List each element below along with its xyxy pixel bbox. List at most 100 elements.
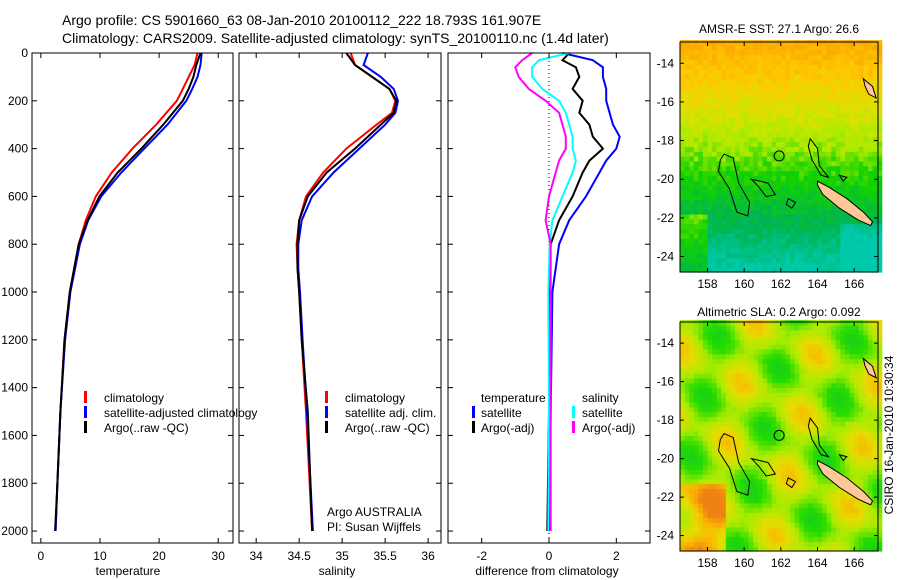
heatmap-cell (794, 421, 800, 427)
heatmap-cell (767, 430, 773, 437)
heatmap-cell (757, 252, 764, 259)
heatmap-cell (826, 40, 832, 46)
heatmap-cell (684, 262, 690, 268)
heatmap-cell (780, 262, 786, 268)
heatmap-cell (803, 339, 809, 345)
heatmap-cell (739, 180, 745, 186)
heatmap-cell (762, 209, 768, 215)
heatmap-cell (872, 78, 878, 85)
heatmap-cell (877, 252, 883, 259)
heatmap-cell (771, 199, 777, 205)
heatmap-cell (730, 146, 736, 152)
heatmap-cell (831, 522, 837, 528)
heatmap-cell (684, 180, 690, 186)
heatmap-cell (757, 141, 764, 147)
heatmap-cell (762, 223, 768, 230)
heatmap-cell (858, 536, 864, 542)
heatmap-cell (790, 411, 796, 417)
heatmap-cell (762, 339, 768, 345)
heatmap-cell (716, 40, 722, 46)
heatmap-cell (803, 469, 809, 475)
heatmap-cell (817, 199, 823, 205)
heatmap-cell (716, 151, 722, 157)
heatmap-cell (753, 238, 759, 244)
heatmap-cell (762, 373, 768, 379)
heatmap-cell (725, 546, 731, 552)
heatmap-cell (748, 243, 754, 249)
heatmap-cell (680, 165, 686, 172)
heatmap-cell (849, 368, 855, 374)
heatmap-cell (817, 194, 823, 201)
heatmap-cell (826, 401, 832, 408)
heatmap-cell (872, 185, 878, 191)
heatmap-cell (872, 387, 878, 393)
heatmap-cell (794, 175, 800, 181)
heatmap-cell (799, 474, 805, 480)
heatmap-cell (739, 522, 745, 528)
heatmap-cell (822, 209, 828, 215)
heatmap-cell (730, 78, 736, 85)
heatmap-cell (716, 107, 722, 114)
heatmap-cell (680, 502, 686, 509)
heatmap-cell (835, 257, 841, 263)
heatmap-cell (716, 238, 722, 244)
heatmap-cell (757, 348, 764, 355)
heatmap-cell (790, 541, 796, 547)
heatmap-cell (785, 209, 791, 215)
heatmap-cell (725, 170, 731, 176)
legend-swatch-temp-satellite (472, 406, 475, 418)
heatmap-cell (872, 73, 878, 80)
heatmap-cell (794, 450, 800, 456)
heatmap-cell (767, 88, 773, 94)
heatmap-cell (840, 40, 846, 46)
heatmap-cell (867, 102, 874, 109)
heatmap-cell (826, 445, 832, 451)
heatmap-cell (680, 387, 686, 393)
heatmap-cell (812, 146, 819, 152)
heatmap-cell (845, 257, 851, 263)
heatmap-cell (684, 44, 690, 51)
heatmap-cell (835, 131, 841, 138)
heatmap-cell (817, 526, 823, 533)
heatmap-cell (812, 218, 819, 225)
heatmap-cell (785, 194, 791, 201)
heatmap-cell (780, 406, 786, 413)
heatmap-cell (693, 175, 699, 181)
heatmap-cell (702, 454, 709, 461)
heatmap-cell (689, 40, 695, 46)
heatmap-cell (831, 218, 837, 225)
heatmap-cell (735, 445, 741, 451)
heatmap-cell (684, 334, 690, 340)
heatmap-cell (858, 440, 864, 446)
heatmap-cell (757, 488, 764, 494)
heatmap-cell (794, 228, 800, 234)
heatmap-cell (867, 214, 874, 220)
heatmap-cell (771, 483, 777, 489)
heatmap-cell (693, 435, 699, 441)
heatmap-cell (725, 233, 731, 239)
heatmap-cell (725, 445, 731, 451)
heatmap-cell (822, 262, 828, 268)
heatmap-cell (780, 344, 786, 350)
heatmap-cell (840, 348, 846, 355)
legend-swatch-sal-satellite (572, 406, 575, 418)
heatmap-cell (867, 493, 874, 499)
heatmap-cell (698, 478, 704, 485)
heatmap-cell (748, 478, 754, 485)
heatmap-cell (735, 136, 741, 143)
heatmap-cell (877, 78, 883, 85)
heatmap-cell (693, 102, 699, 109)
heatmap-cell (702, 170, 709, 176)
heatmap-cell (725, 214, 731, 220)
heatmap-cell (790, 425, 796, 432)
heatmap-cell (785, 83, 791, 89)
heatmap-cell (822, 368, 828, 374)
y-tick-label: 1400 (1, 381, 28, 395)
heatmap-cell (702, 334, 709, 340)
heatmap-cell (712, 112, 718, 118)
heatmap-cell (693, 522, 699, 528)
heatmap-cell (785, 377, 791, 384)
heatmap-cell (849, 382, 855, 388)
heatmap-cell (680, 445, 686, 451)
heatmap-cell (872, 488, 878, 494)
